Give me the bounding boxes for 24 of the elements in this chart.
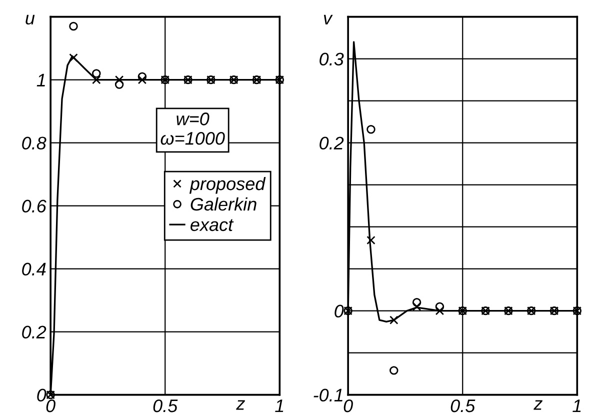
x-tick-label: 0 <box>46 399 56 412</box>
y-tick-label: 0.6 <box>22 200 46 213</box>
y-tick-label: 0.2 <box>22 326 46 339</box>
y-tick-label: 0 <box>37 388 46 402</box>
y-tick-label: 0.3 <box>320 52 344 66</box>
x-tick-label: 0.5 <box>450 399 476 412</box>
x-axis-title: z <box>534 400 542 410</box>
x-tick-label: 0 <box>344 399 353 412</box>
y-tick-label: -0.1 <box>314 388 342 402</box>
y-axis-title: u <box>26 14 35 25</box>
y-tick-label: 0.2 <box>320 136 344 150</box>
y-tick-label: 0 <box>334 304 344 318</box>
y-tick-label: 0.8 <box>22 136 46 150</box>
annotation: w=0 ω=1000 <box>160 112 225 145</box>
x-tick-label: 1 <box>572 400 581 412</box>
legend-label: exact <box>190 219 234 232</box>
x-axis-title: z <box>236 400 245 410</box>
y-tick-label: 1 <box>36 74 45 86</box>
legend-label: Galerkin <box>190 197 256 211</box>
x-tick-label: 1 <box>275 400 284 412</box>
x-tick-label: 0.5 <box>153 399 178 412</box>
y-axis-title: v <box>324 14 333 24</box>
legend-label: proposed <box>189 176 266 194</box>
y-tick-label: 0.4 <box>22 262 46 276</box>
